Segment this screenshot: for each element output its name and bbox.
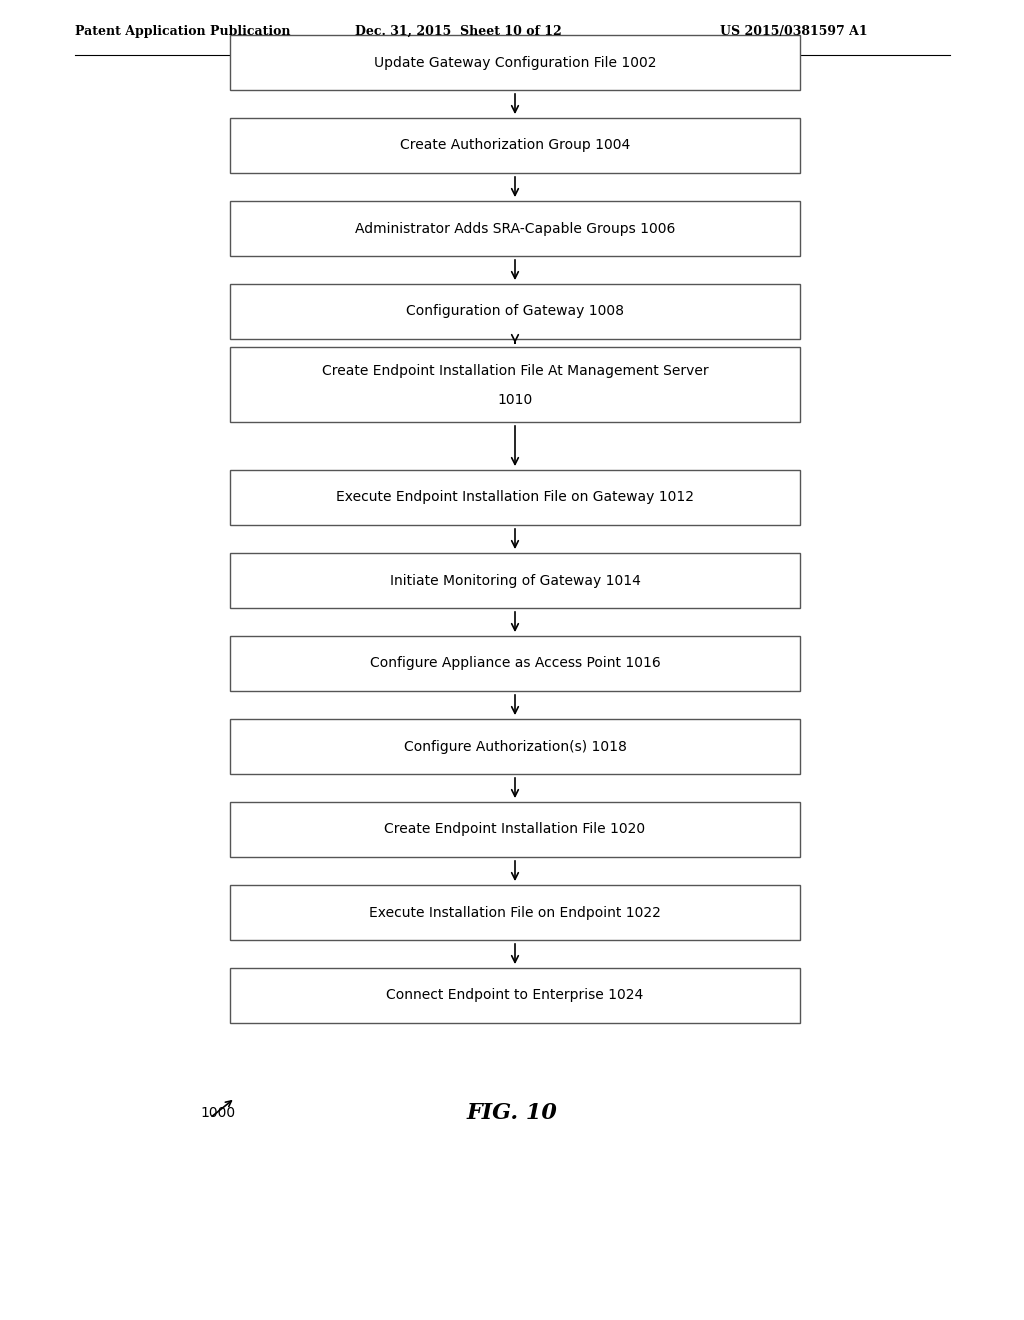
Text: Administrator Adds SRA-Capable Groups 1006: Administrator Adds SRA-Capable Groups 10… — [354, 222, 675, 235]
Text: Configure Authorization(s) 1018: Configure Authorization(s) 1018 — [403, 739, 627, 754]
Bar — [230, 636, 800, 690]
Text: FIG. 10: FIG. 10 — [467, 1102, 557, 1125]
Bar — [230, 117, 800, 173]
Text: Create Endpoint Installation File 1020: Create Endpoint Installation File 1020 — [384, 822, 645, 837]
Text: Dec. 31, 2015  Sheet 10 of 12: Dec. 31, 2015 Sheet 10 of 12 — [355, 25, 562, 38]
Text: Execute Endpoint Installation File on Gateway 1012: Execute Endpoint Installation File on Ga… — [336, 491, 694, 504]
Text: Initiate Monitoring of Gateway 1014: Initiate Monitoring of Gateway 1014 — [389, 573, 640, 587]
Bar — [230, 803, 800, 857]
Bar — [230, 36, 800, 90]
Bar — [230, 553, 800, 609]
Bar — [230, 719, 800, 774]
Text: 1000: 1000 — [200, 1106, 236, 1119]
Text: Configuration of Gateway 1008: Configuration of Gateway 1008 — [406, 305, 624, 318]
Bar — [230, 284, 800, 339]
Text: Create Authorization Group 1004: Create Authorization Group 1004 — [400, 139, 630, 153]
Bar — [230, 968, 800, 1023]
Text: Execute Installation File on Endpoint 1022: Execute Installation File on Endpoint 10… — [369, 906, 660, 920]
Bar — [230, 347, 800, 422]
Text: US 2015/0381597 A1: US 2015/0381597 A1 — [720, 25, 867, 38]
Text: Create Endpoint Installation File At Management Server: Create Endpoint Installation File At Man… — [322, 364, 709, 378]
Text: Update Gateway Configuration File 1002: Update Gateway Configuration File 1002 — [374, 55, 656, 70]
Text: 1010: 1010 — [498, 392, 532, 407]
Text: Connect Endpoint to Enterprise 1024: Connect Endpoint to Enterprise 1024 — [386, 989, 644, 1002]
Bar — [230, 470, 800, 525]
Text: Patent Application Publication: Patent Application Publication — [75, 25, 291, 38]
Bar — [230, 884, 800, 940]
Bar — [230, 201, 800, 256]
Text: Configure Appliance as Access Point 1016: Configure Appliance as Access Point 1016 — [370, 656, 660, 671]
